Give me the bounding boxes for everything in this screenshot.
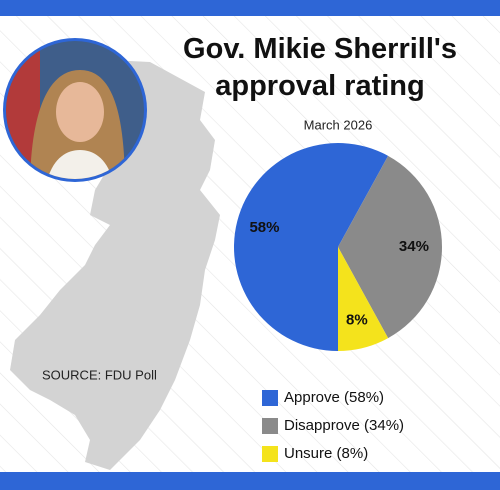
state-map [10,60,220,470]
slice-label: 34% [399,238,429,255]
slice-label: 58% [249,219,279,236]
slice-label: 8% [346,312,368,329]
legend-swatch [262,390,278,406]
pie-slice [338,247,389,351]
pie-slice [234,143,389,351]
legend-swatch [262,418,278,434]
legend-label: Approve (58%) [284,389,384,406]
chart-title: Gov. Mikie Sherrill's approval rating [183,33,457,102]
source-note: SOURCE: FDU Poll [42,367,157,382]
legend-label: Disapprove (34%) [284,417,404,434]
chart-subtitle: March 2026 [304,117,373,132]
bottom-bar [0,472,500,490]
legend-label: Unsure (8%) [284,445,368,462]
portrait-blouse [45,150,115,179]
legend-swatch [262,446,278,462]
pie-slice [338,155,442,339]
portrait-face [56,82,104,142]
top-bar [0,0,500,16]
portrait [3,38,147,182]
